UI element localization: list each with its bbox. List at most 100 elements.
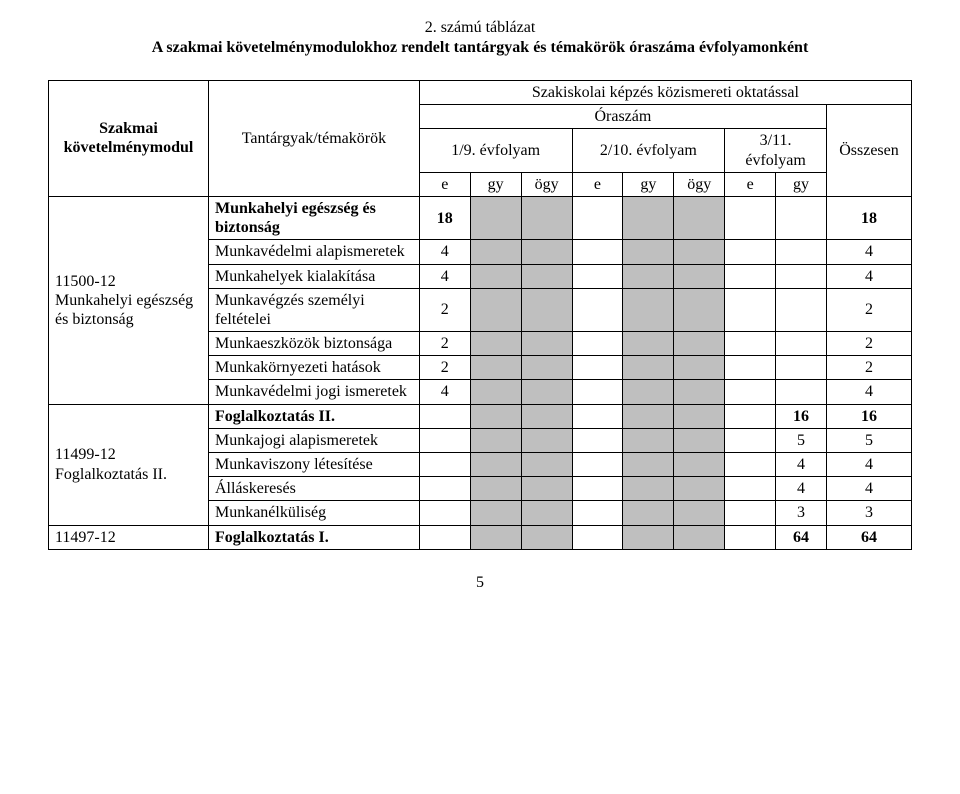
value-cell: [725, 196, 776, 239]
subject-cell: Foglalkoztatás II.: [208, 404, 419, 428]
subject-cell: Munkahelyek kialakítása: [208, 264, 419, 288]
title-line-1: 2. számú táblázat: [48, 18, 912, 38]
table-row: 11497-12Foglalkoztatás I.6464: [49, 525, 912, 549]
value-cell: [674, 525, 725, 549]
value-cell: 18: [419, 196, 470, 239]
value-cell: [674, 264, 725, 288]
value-cell: [572, 428, 623, 452]
value-cell: [521, 264, 572, 288]
value-cell: [521, 428, 572, 452]
value-cell: [725, 453, 776, 477]
value-cell: [623, 332, 674, 356]
value-cell: [470, 404, 521, 428]
value-cell: [470, 288, 521, 331]
value-cell: [623, 477, 674, 501]
value-cell: [776, 264, 827, 288]
curriculum-table: Szakmai követelménymodul Tantárgyak/téma…: [48, 80, 912, 550]
value-cell: [725, 404, 776, 428]
value-cell: [572, 264, 623, 288]
value-cell: [572, 356, 623, 380]
value-cell: [521, 501, 572, 525]
value-cell: [521, 380, 572, 404]
subject-cell: Munkahelyi egészség és biztonság: [208, 196, 419, 239]
value-cell: 3: [826, 501, 911, 525]
value-cell: 64: [826, 525, 911, 549]
page-number: 5: [48, 574, 912, 592]
value-cell: [776, 380, 827, 404]
value-cell: [419, 453, 470, 477]
header-total: Összesen: [826, 105, 911, 197]
value-cell: [521, 288, 572, 331]
value-cell: [674, 501, 725, 525]
value-cell: 64: [776, 525, 827, 549]
subject-cell: Munkajogi alapismeretek: [208, 428, 419, 452]
value-cell: 2: [826, 332, 911, 356]
value-cell: 4: [776, 477, 827, 501]
value-cell: [521, 240, 572, 264]
value-cell: [674, 453, 725, 477]
value-cell: [725, 264, 776, 288]
value-cell: [725, 525, 776, 549]
value-cell: [419, 428, 470, 452]
module-cell: 11499-12Foglalkoztatás II.: [49, 404, 209, 525]
value-cell: [470, 196, 521, 239]
value-cell: 2: [826, 356, 911, 380]
table-header-row-1: Szakmai követelménymodul Tantárgyak/téma…: [49, 81, 912, 105]
value-cell: [470, 501, 521, 525]
value-cell: [572, 453, 623, 477]
value-cell: [521, 525, 572, 549]
value-cell: 2: [419, 356, 470, 380]
value-cell: 4: [419, 264, 470, 288]
value-cell: [776, 288, 827, 331]
value-cell: [521, 356, 572, 380]
value-cell: [572, 477, 623, 501]
subject-cell: Munkakörnyezeti hatások: [208, 356, 419, 380]
value-cell: 18: [826, 196, 911, 239]
value-cell: [674, 428, 725, 452]
subject-cell: Munkaviszony létesítése: [208, 453, 419, 477]
value-cell: [674, 288, 725, 331]
value-cell: [470, 240, 521, 264]
subject-cell: Munkanélküliség: [208, 501, 419, 525]
value-cell: 2: [419, 332, 470, 356]
value-cell: [623, 196, 674, 239]
header-subcol: ögy: [521, 172, 572, 196]
value-cell: 5: [826, 428, 911, 452]
value-cell: [674, 240, 725, 264]
value-cell: [725, 380, 776, 404]
header-hours-label: Óraszám: [419, 105, 826, 129]
value-cell: [521, 196, 572, 239]
value-cell: [725, 428, 776, 452]
value-cell: 4: [826, 453, 911, 477]
value-cell: 16: [826, 404, 911, 428]
header-subcol: e: [572, 172, 623, 196]
value-cell: [419, 525, 470, 549]
value-cell: 4: [826, 264, 911, 288]
value-cell: [725, 477, 776, 501]
header-module: Szakmai követelménymodul: [49, 81, 209, 197]
value-cell: [674, 332, 725, 356]
header-subject: Tantárgyak/témakörök: [208, 81, 419, 197]
value-cell: 5: [776, 428, 827, 452]
value-cell: [623, 501, 674, 525]
subject-cell: Álláskeresés: [208, 477, 419, 501]
value-cell: [470, 380, 521, 404]
value-cell: [419, 404, 470, 428]
value-cell: [470, 264, 521, 288]
value-cell: [572, 332, 623, 356]
subject-cell: Munkavégzés személyi feltételei: [208, 288, 419, 331]
table-body: 11500-12Munkahelyi egészség és biztonság…: [49, 196, 912, 549]
title-line-2: A szakmai követelménymodulokhoz rendelt …: [48, 38, 912, 58]
value-cell: [521, 404, 572, 428]
value-cell: [470, 356, 521, 380]
value-cell: [776, 240, 827, 264]
table-row: 11500-12Munkahelyi egészség és biztonság…: [49, 196, 912, 239]
header-subcol: gy: [623, 172, 674, 196]
value-cell: [572, 404, 623, 428]
value-cell: [470, 332, 521, 356]
value-cell: [623, 525, 674, 549]
value-cell: [470, 428, 521, 452]
value-cell: [623, 356, 674, 380]
value-cell: 3: [776, 501, 827, 525]
value-cell: [572, 525, 623, 549]
